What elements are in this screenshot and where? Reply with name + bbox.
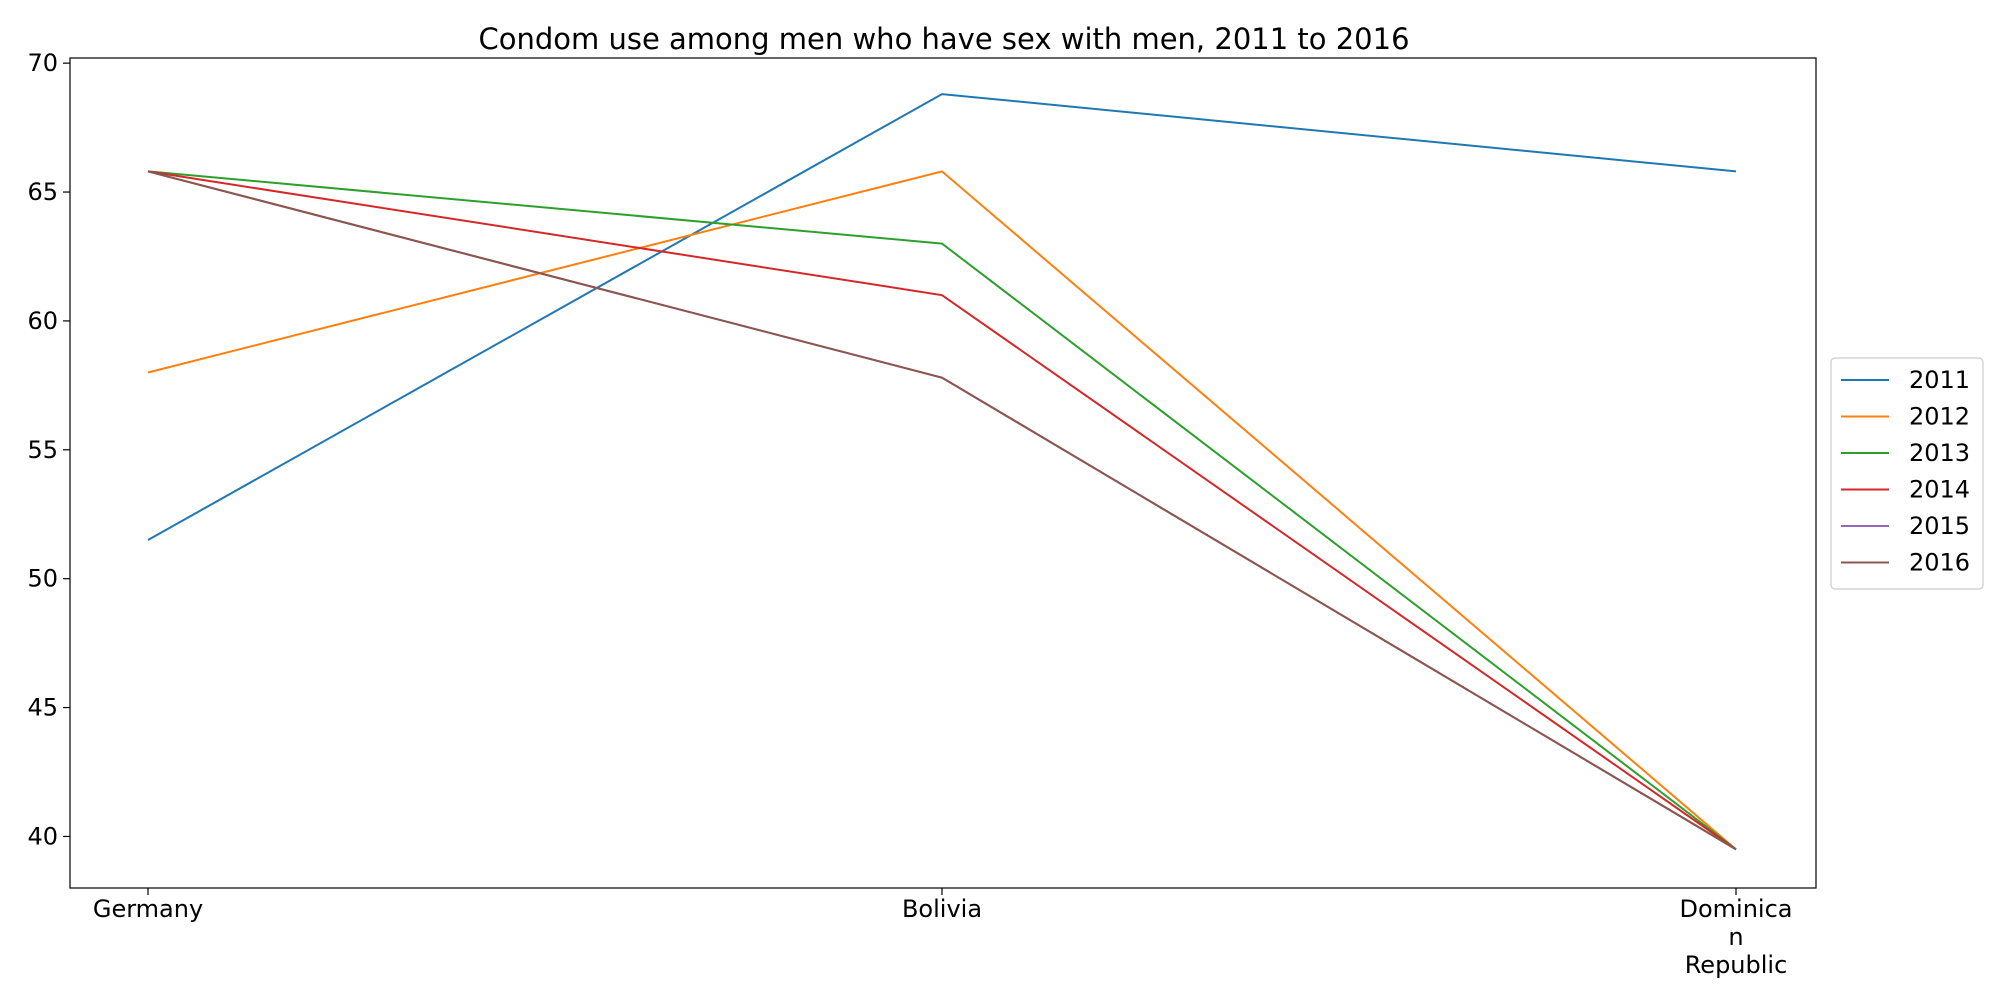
- x-tick-label-line: Germany: [93, 895, 203, 923]
- series-line-2016: [147, 170, 1737, 851]
- y-tick-label: 65: [27, 178, 58, 206]
- x-tick-label-line: Bolivia: [902, 895, 982, 923]
- legend-item: 2014: [1841, 476, 1970, 504]
- legend-label: 2012: [1909, 403, 1970, 431]
- y-tick-label: 60: [27, 307, 58, 335]
- y-tick-label: 50: [27, 565, 58, 593]
- y-tick-label: 40: [27, 822, 58, 850]
- legend-item: 2015: [1841, 512, 1970, 540]
- plot-frame: [69, 57, 1817, 889]
- x-tick-label-line: Republic: [1685, 951, 1788, 979]
- series-line-2012: [147, 170, 1737, 851]
- chart-title: Condom use among men who have sex with m…: [478, 22, 1409, 56]
- series-line-2014: [147, 170, 1737, 851]
- legend-label: 2015: [1909, 512, 1970, 540]
- x-tick-label: Bolivia: [902, 895, 982, 923]
- y-axis: 40 45 50 55 60 65 70: [27, 49, 70, 850]
- legend-item: 2011: [1841, 366, 1970, 394]
- series-line-2013: [147, 170, 1737, 851]
- series-line-2015: [147, 170, 1737, 851]
- legend-item: 2013: [1841, 439, 1970, 467]
- series-line-2011: [147, 93, 1737, 541]
- legend: 2011 2012 2013 2014 2015 2016: [1830, 357, 1984, 590]
- legend-label: 2014: [1909, 476, 1970, 504]
- legend-label: 2013: [1909, 439, 1970, 467]
- legend-item: 2012: [1841, 403, 1970, 431]
- legend-label: 2016: [1909, 549, 1970, 577]
- x-tick-label-line: n: [1728, 923, 1743, 951]
- x-tick-label-line: Dominica: [1680, 895, 1793, 923]
- y-tick-label: 45: [27, 694, 58, 722]
- plot-area: [69, 57, 1817, 889]
- y-tick-label: 70: [27, 49, 58, 77]
- x-tick-label: Germany: [93, 895, 203, 923]
- y-tick-label: 55: [27, 436, 58, 464]
- legend-label: 2011: [1909, 366, 1970, 394]
- legend-item: 2016: [1841, 549, 1970, 577]
